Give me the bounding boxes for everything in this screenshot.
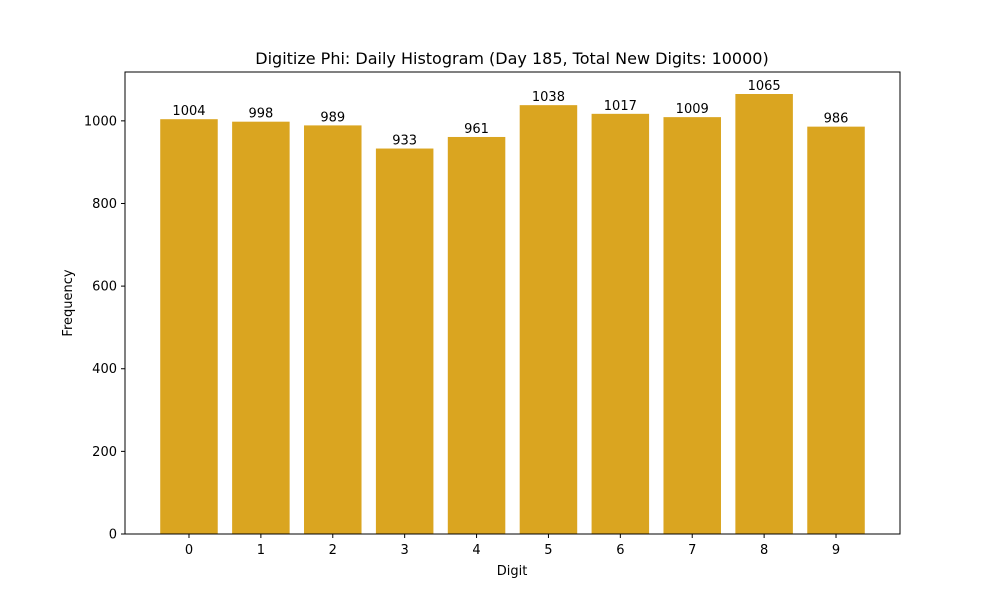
y-tick-label: 0 [109,528,117,543]
x-tick-label: 8 [760,543,768,558]
bar [663,117,721,535]
value-label: 1009 [676,102,709,117]
x-tick-label: 5 [544,543,552,558]
x-tick-label: 4 [472,543,480,558]
bar [304,125,362,535]
value-label: 989 [320,110,345,125]
bar [519,105,578,534]
bar [160,119,218,535]
value-label: 1038 [532,90,565,105]
x-tick-label: 3 [401,543,409,558]
value-label: 986 [824,112,849,127]
y-tick-label: 1000 [84,114,117,129]
y-tick-label: 600 [92,280,117,295]
bar [375,148,434,534]
value-label: 1004 [172,104,205,119]
bar [807,126,865,535]
x-tick-label: 1 [257,543,265,558]
y-axis-label: Frequency [61,269,76,336]
value-label: 961 [464,122,489,137]
chart-title: Digitize Phi: Daily Histogram (Day 185, … [255,49,768,68]
bar [735,94,793,534]
bar [447,136,506,534]
x-tick-label: 9 [832,543,840,558]
bar [232,121,290,534]
value-label: 933 [392,134,417,149]
x-tick-label: 7 [688,543,696,558]
x-tick-label: 0 [185,543,193,558]
x-axis-label: Digit [497,564,528,579]
value-label: 1017 [604,99,637,114]
x-tick-label: 2 [329,543,337,558]
value-label: 1065 [748,79,781,94]
y-tick-label: 400 [92,362,117,377]
value-label: 998 [248,107,273,122]
y-tick-label: 200 [92,445,117,460]
plot-frame [124,71,901,535]
bar [591,113,650,534]
y-tick-label: 800 [92,197,117,212]
x-tick-label: 6 [616,543,624,558]
